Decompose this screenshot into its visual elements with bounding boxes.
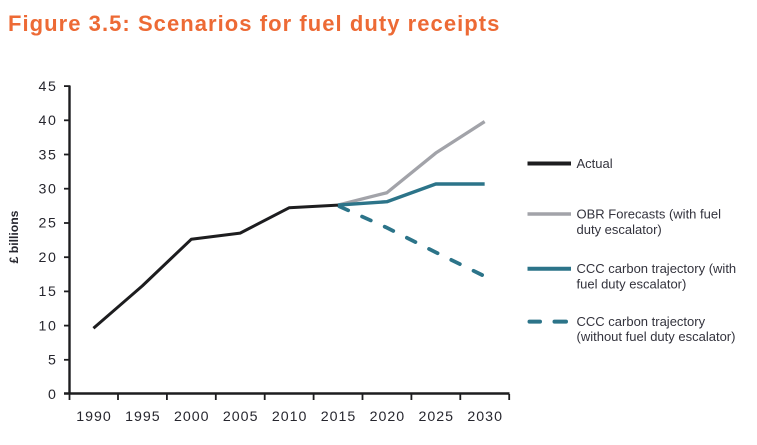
svg-text:2030: 2030	[467, 409, 503, 425]
svg-text:CCC carbon trajectory (with: CCC carbon trajectory (with	[577, 261, 737, 276]
svg-text:Actual: Actual	[577, 156, 613, 171]
svg-text:25: 25	[39, 216, 58, 232]
svg-text:35: 35	[39, 147, 58, 163]
svg-text:1990: 1990	[76, 409, 112, 425]
svg-text:45: 45	[39, 79, 58, 95]
svg-text:1995: 1995	[125, 409, 161, 425]
svg-text:2000: 2000	[174, 409, 210, 425]
svg-text:5: 5	[48, 353, 58, 369]
svg-text:CCC carbon trajectory: CCC carbon trajectory	[577, 314, 706, 329]
svg-text:OBR Forecasts (with fuel: OBR Forecasts (with fuel	[577, 207, 722, 222]
svg-text:10: 10	[39, 318, 58, 334]
svg-text:0: 0	[48, 387, 58, 403]
svg-text:15: 15	[39, 284, 58, 300]
svg-text:2010: 2010	[272, 409, 308, 425]
svg-text:(without fuel duty escalator): (without fuel duty escalator)	[577, 329, 736, 344]
svg-text:duty escalator): duty escalator)	[577, 222, 662, 237]
svg-text:2005: 2005	[223, 409, 259, 425]
svg-text:30: 30	[39, 182, 58, 198]
svg-text:40: 40	[39, 113, 58, 129]
svg-text:Figure 3.5: Scenarios for fuel: Figure 3.5: Scenarios for fuel duty rece…	[8, 11, 500, 36]
svg-text:2020: 2020	[370, 409, 406, 425]
svg-text:fuel duty escalator): fuel duty escalator)	[577, 276, 687, 291]
svg-text:2015: 2015	[321, 409, 357, 425]
svg-text:£ billions: £ billions	[7, 210, 21, 263]
svg-text:20: 20	[39, 250, 58, 266]
svg-text:2025: 2025	[419, 409, 455, 425]
